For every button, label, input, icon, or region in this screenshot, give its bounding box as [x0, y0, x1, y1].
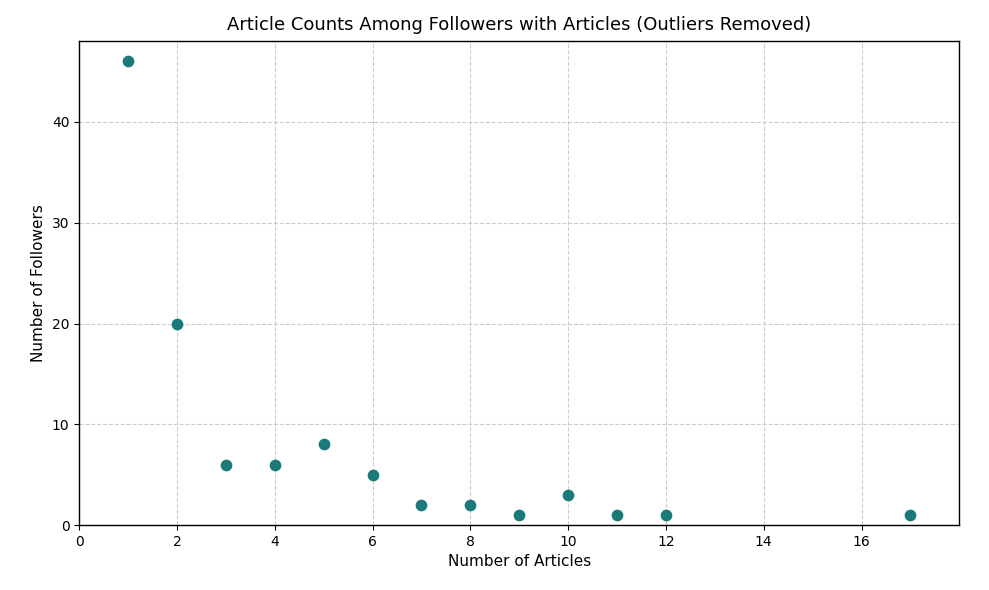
Point: [609, 510, 625, 520]
Point: [120, 57, 135, 66]
Point: [365, 470, 381, 480]
Point: [658, 510, 674, 520]
Point: [218, 460, 233, 470]
X-axis label: Number of Articles: Number of Articles: [448, 555, 590, 569]
Point: [560, 490, 576, 500]
Point: [169, 319, 185, 328]
Title: Article Counts Among Followers with Articles (Outliers Removed): Article Counts Among Followers with Arti…: [227, 16, 811, 34]
Point: [267, 460, 283, 470]
Y-axis label: Number of Followers: Number of Followers: [32, 204, 46, 362]
Point: [903, 510, 919, 520]
Point: [315, 440, 331, 449]
Point: [463, 500, 479, 510]
Point: [413, 500, 429, 510]
Point: [511, 510, 527, 520]
